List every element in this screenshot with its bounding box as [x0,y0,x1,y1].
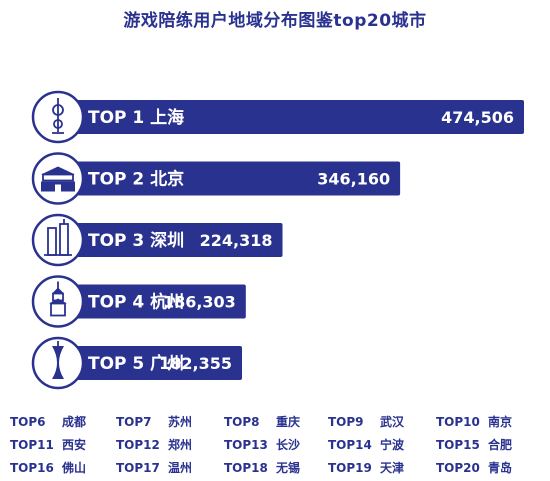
other-city-item: TOP12 郑州 [116,436,224,453]
rank-label: TOP18 [224,461,268,475]
data-label: 186,303 [163,293,236,312]
skyscraper-icon [31,213,85,267]
rank-label: TOP6 [10,415,46,429]
bar [56,346,243,380]
bar-row: TOP 1 上海 474,506 [31,90,524,144]
bar [56,284,246,319]
city-name: 武汉 [380,415,405,429]
rank-label: TOP8 [224,415,260,429]
canton-tower-icon [31,336,85,390]
rank-label: TOP17 [116,461,160,475]
bar-label: TOP 4 杭州 [88,292,184,313]
rank-label: TOP15 [436,438,480,452]
city-name: 重庆 [276,415,301,429]
rank-label: TOP19 [328,461,372,475]
other-city-item: TOP6 成都 [10,413,116,430]
bar [56,223,283,257]
city-name: 无锡 [276,461,301,475]
rank-label: TOP11 [10,438,54,452]
rank-label: TOP10 [436,415,480,429]
tiananmen-icon [31,152,85,205]
data-label: 474,506 [441,108,514,127]
data-label: 224,318 [200,231,273,250]
other-city-item: TOP14 宁波 [328,436,436,453]
other-city-item: TOP10 南京 [436,413,546,430]
city-name: 长沙 [276,438,301,452]
bar-chart: TOP 1 上海 474,506 TOP 2 北京 346,160 TOP 3 深圳 22… [31,90,524,390]
bar-label: TOP 3 深圳 [88,230,184,251]
bar-label: TOP 2 北京 [88,169,184,190]
city-name: 苏州 [168,415,193,429]
city-name: 郑州 [168,438,193,452]
rank-label: TOP7 [116,415,152,429]
other-city-item: TOP13 长沙 [224,436,328,453]
bar [56,100,524,134]
other-city-item: TOP17 温州 [116,459,224,476]
other-city-item: TOP11 西安 [10,436,116,453]
rank-label: TOP12 [116,438,160,452]
city-name: 南京 [488,415,513,429]
rank-label: TOP16 [10,461,54,475]
rank-label: TOP9 [328,415,364,429]
bar-label: TOP 1 上海 [88,107,184,128]
data-label: 182,355 [159,354,232,373]
city-name: 西安 [62,438,87,452]
city-name: 成都 [62,415,87,429]
pagoda-icon [31,275,85,328]
other-cities-list: TOP6 成都 TOP7 苏州 TOP8 重庆 TOP9 武汉 TOP10 南京 TOP11 西安 TO… [10,413,550,476]
other-city-item: TOP18 无锡 [224,459,328,476]
bar [56,161,401,196]
city-name: 合肥 [488,438,513,452]
city-name: 温州 [168,461,193,475]
other-city-item: TOP19 天津 [328,459,436,476]
rank-label: TOP14 [328,438,372,452]
other-city-item: TOP8 重庆 [224,413,328,430]
other-city-item: TOP16 佛山 [10,459,116,476]
other-city-item: TOP15 合肥 [436,436,546,453]
bar-row: TOP 3 深圳 224,318 [31,213,283,267]
chart-title: 游戏陪练用户地域分布图鉴top20城市 [123,11,427,31]
city-name: 青岛 [488,461,513,475]
other-city-item: TOP20 青岛 [436,459,546,476]
rank-label: TOP20 [436,461,480,475]
other-city-item: TOP7 苏州 [116,413,224,430]
oriental-pearl-tower-icon [31,90,85,144]
data-label: 346,160 [317,170,390,189]
rank-label: TOP13 [224,438,268,452]
city-name: 天津 [380,461,405,475]
city-name: 佛山 [62,461,87,475]
city-name: 宁波 [380,438,405,452]
bar-row: TOP 2 北京 346,160 [31,152,401,205]
bar-label: TOP 5 广州 [88,353,184,374]
other-city-item: TOP9 武汉 [328,413,436,430]
